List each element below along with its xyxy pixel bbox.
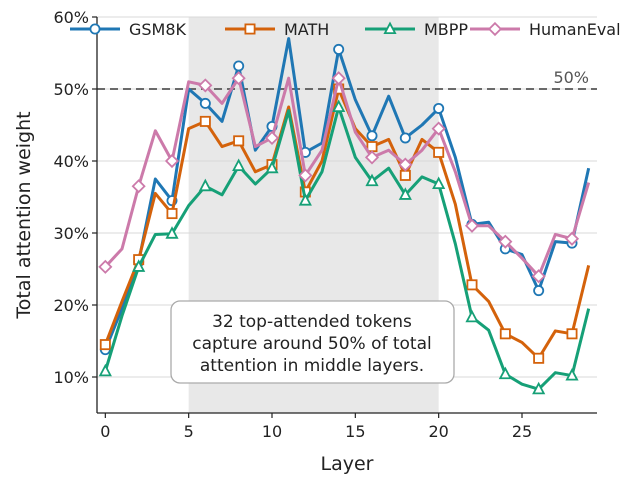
legend-item-humaneval: HumanEval [470,20,621,39]
y-tick-label: 30% [53,224,89,243]
y-tick-label: 40% [53,152,89,171]
legend-label: GSM8K [129,20,187,39]
data-point [99,339,111,351]
data-point [532,381,546,395]
reference-line-label: 50% [553,68,589,87]
legend-item-math: MATH [225,20,329,39]
series-humaneval [98,71,591,284]
annotation-text: attention in middle layers. [200,356,424,376]
legend-marker [383,21,397,34]
data-point [199,115,211,127]
data-point [164,153,180,169]
legend-marker [89,23,101,35]
data-point [564,231,580,246]
data-point [166,208,178,220]
y-tick-label: 60% [53,8,89,27]
data-point [199,97,211,109]
data-point [464,218,480,233]
annotation-box [170,300,455,384]
data-point [499,328,511,340]
legend-marker [487,21,503,37]
data-point [433,146,445,158]
data-point [331,71,346,86]
data-point [233,135,245,147]
y-tick-label: 20% [53,296,89,315]
data-point [433,102,445,114]
data-point [132,259,146,272]
y-tick-label: 10% [53,368,89,387]
data-point [398,187,412,200]
data-point [98,363,112,377]
data-point [265,160,279,174]
legend-label: MATH [284,20,329,39]
data-point [565,368,579,381]
annotation-text: capture around 50% of total [192,334,432,354]
data-point [198,78,213,93]
data-point [298,193,312,206]
legend-marker [244,23,256,35]
y-axis-label: Total attention weight [13,111,35,319]
data-point [232,158,246,172]
data-point [466,279,478,291]
y-tick-label: 50% [53,80,89,99]
legend-item-gsm8k: GSM8K [70,20,187,39]
data-point [431,121,446,136]
data-point [399,169,411,181]
data-point [298,168,313,183]
legend-label: HumanEval [529,20,621,39]
x-tick-label: 10 [262,422,282,441]
data-point [498,366,512,380]
x-tick-label: 5 [184,422,194,441]
data-point [365,173,379,187]
data-point [231,71,246,86]
annotation-text: 32 top-attended tokens [212,312,412,332]
data-point [364,150,380,165]
data-point [366,130,378,142]
data-point [398,157,413,172]
data-point [333,43,345,55]
data-point [399,132,411,144]
data-point [566,328,578,340]
x-tick-label: 20 [428,422,448,441]
data-point [165,226,179,239]
x-tick-label: 0 [100,422,110,441]
data-point [264,130,280,146]
x-tick-label: 25 [512,422,532,441]
x-axis-label: Layer [321,453,374,475]
legend-item-mbpp: MBPP [365,20,468,39]
legend-label: MBPP [424,20,468,39]
data-point [131,179,146,194]
data-point [533,285,545,297]
data-point [498,234,513,249]
data-point [332,99,346,112]
data-point [531,269,546,284]
data-point [233,60,245,72]
data-point [432,176,446,190]
series-mbpp [98,99,591,395]
data-point [465,309,479,323]
data-point [533,352,545,364]
data-point [98,259,113,274]
data-point [198,178,212,192]
x-tick-label: 15 [345,422,365,441]
